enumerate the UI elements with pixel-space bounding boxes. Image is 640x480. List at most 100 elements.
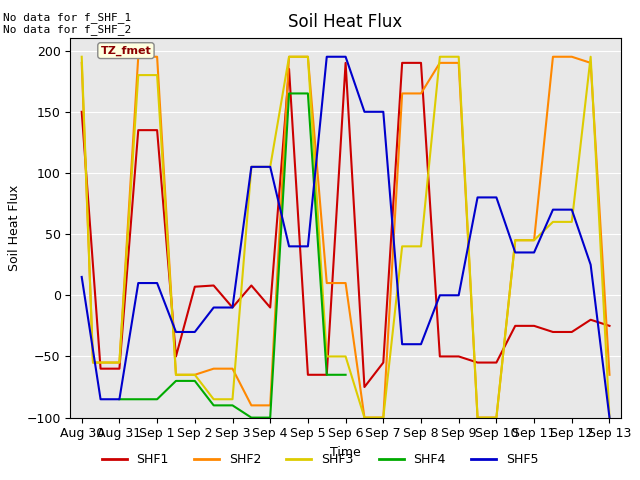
SHF2 (285, 54, 293, 60)
SHF5 (134, 280, 142, 286)
SHF4 (304, 91, 312, 96)
SHF3 (474, 415, 481, 420)
SHF1 (511, 323, 519, 329)
SHF3 (511, 237, 519, 243)
SHF5 (587, 262, 595, 267)
SHF5 (568, 207, 575, 213)
SHF1 (153, 127, 161, 133)
SHF3 (78, 54, 86, 60)
SHF2 (360, 415, 368, 420)
SHF4 (228, 403, 236, 408)
SHF2 (531, 237, 538, 243)
SHF5 (285, 243, 293, 249)
SHF5 (417, 341, 425, 347)
SHF1 (436, 354, 444, 360)
SHF5 (266, 164, 274, 170)
SHF3 (380, 415, 387, 420)
Text: TZ_fmet: TZ_fmet (100, 46, 151, 56)
SHF2 (304, 54, 312, 60)
SHF3 (210, 396, 218, 402)
SHF1 (210, 283, 218, 288)
Y-axis label: Soil Heat Flux: Soil Heat Flux (8, 185, 20, 271)
SHF2 (153, 54, 161, 60)
SHF3 (360, 415, 368, 420)
SHF5 (304, 243, 312, 249)
SHF2 (605, 372, 613, 378)
SHF1 (455, 354, 463, 360)
SHF5 (398, 341, 406, 347)
SHF5 (191, 329, 198, 335)
SHF5 (380, 109, 387, 115)
SHF3 (568, 219, 575, 225)
SHF1 (568, 329, 575, 335)
SHF3 (134, 72, 142, 78)
SHF2 (493, 415, 500, 420)
SHF3 (191, 372, 198, 378)
SHF5 (153, 280, 161, 286)
SHF2 (455, 60, 463, 66)
SHF3 (531, 237, 538, 243)
SHF5 (78, 274, 86, 280)
SHF4 (116, 396, 124, 402)
SHF2 (116, 360, 124, 365)
SHF3 (153, 72, 161, 78)
SHF3 (228, 396, 236, 402)
SHF2 (210, 366, 218, 372)
SHF4 (210, 403, 218, 408)
SHF1 (172, 354, 180, 360)
SHF2 (228, 366, 236, 372)
SHF5 (531, 250, 538, 255)
SHF2 (380, 415, 387, 420)
SHF1 (549, 329, 557, 335)
SHF2 (398, 91, 406, 96)
SHF5 (323, 54, 331, 60)
X-axis label: Time: Time (330, 446, 361, 459)
SHF3 (587, 54, 595, 60)
SHF2 (134, 54, 142, 60)
SHF3 (116, 360, 124, 365)
SHF2 (323, 280, 331, 286)
SHF1 (474, 360, 481, 365)
SHF3 (398, 243, 406, 249)
SHF4 (134, 396, 142, 402)
SHF1 (360, 384, 368, 390)
SHF5 (248, 164, 255, 170)
Line: SHF3: SHF3 (82, 57, 609, 418)
SHF3 (417, 243, 425, 249)
Line: SHF5: SHF5 (82, 57, 609, 418)
SHF1 (417, 60, 425, 66)
SHF1 (191, 284, 198, 289)
SHF4 (266, 415, 274, 420)
SHF5 (436, 292, 444, 298)
SHF4 (248, 415, 255, 420)
SHF4 (323, 372, 331, 378)
SHF3 (89, 360, 97, 365)
SHF4 (191, 378, 198, 384)
SHF1 (304, 372, 312, 378)
SHF5 (455, 292, 463, 298)
SHF5 (474, 194, 481, 200)
SHF3 (304, 54, 312, 60)
SHF1 (398, 60, 406, 66)
SHF5 (228, 305, 236, 311)
SHF2 (89, 360, 97, 365)
SHF1 (116, 366, 124, 372)
SHF1 (78, 109, 86, 115)
SHF1 (134, 127, 142, 133)
Title: Soil Heat Flux: Soil Heat Flux (289, 13, 403, 31)
SHF5 (210, 305, 218, 311)
SHF2 (587, 60, 595, 66)
Legend: SHF1, SHF2, SHF3, SHF4, SHF5: SHF1, SHF2, SHF3, SHF4, SHF5 (97, 448, 543, 471)
SHF1 (531, 323, 538, 329)
Line: SHF4: SHF4 (120, 94, 346, 418)
SHF1 (248, 283, 255, 288)
SHF3 (323, 354, 331, 360)
SHF4 (153, 396, 161, 402)
SHF2 (172, 372, 180, 378)
SHF1 (97, 366, 104, 372)
Text: No data for f_SHF_1
No data for f_SHF_2: No data for f_SHF_1 No data for f_SHF_2 (3, 12, 131, 36)
SHF1 (228, 305, 236, 311)
SHF2 (191, 372, 198, 378)
SHF2 (342, 280, 349, 286)
SHF4 (342, 372, 349, 378)
